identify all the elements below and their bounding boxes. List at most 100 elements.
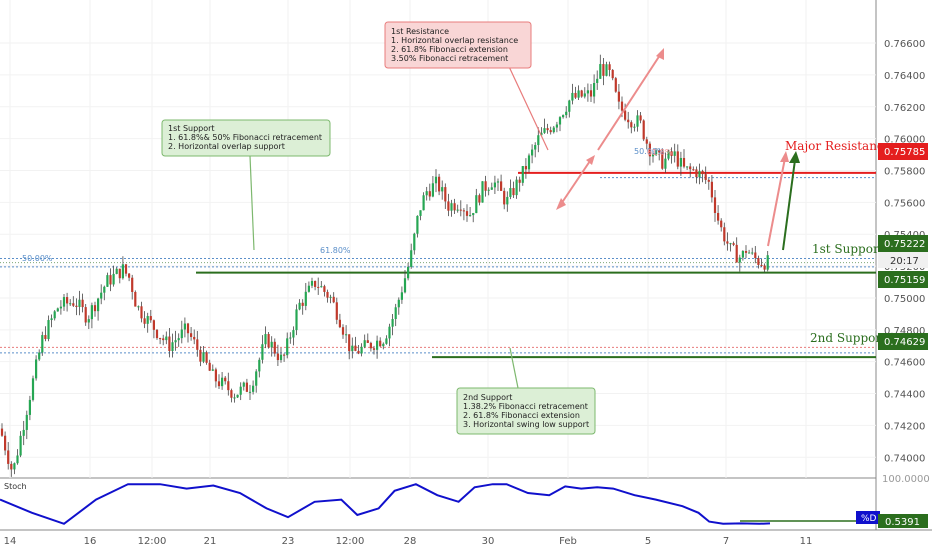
candle-body (540, 132, 543, 136)
resistance1-box (384, 21, 532, 69)
candle-body (233, 397, 236, 399)
resistance1-line1: 1. Horizontal overlap resistance (391, 36, 518, 45)
candle-body (25, 414, 28, 430)
badge-countdown-text: 20:17 (890, 256, 919, 267)
price-tick-label: 0.74400 (884, 390, 925, 401)
price-tick-label: 0.74000 (884, 453, 925, 464)
second-support-label: 2nd Support (810, 331, 886, 345)
candle-body (608, 64, 611, 70)
candle-body (177, 338, 180, 341)
candle-body (645, 139, 648, 144)
candle-body (66, 297, 69, 304)
support1-callout: 1st Support 1. 61.8%& 50% Fibonacci retr… (161, 119, 331, 157)
candle-body (490, 187, 493, 190)
candle-body (171, 342, 174, 352)
candle-body (704, 174, 707, 180)
candle-body (295, 309, 298, 331)
candle-body (248, 391, 252, 393)
candle-body (351, 345, 354, 352)
candle-body (552, 127, 555, 133)
candle-body (478, 195, 481, 203)
candle-body (503, 190, 506, 205)
candle-body (586, 90, 589, 94)
candle-body (217, 381, 221, 387)
time-tick-label: 5 (645, 536, 651, 547)
stoch-series-label: %D (861, 514, 877, 524)
pink-arrow-up (597, 51, 663, 151)
fib-label-d: 61.8% (647, 148, 673, 157)
candle-body (227, 381, 230, 391)
support2-line3: 3. Horizontal swing low support (463, 420, 589, 429)
candle-body (255, 371, 258, 386)
candle-body (521, 166, 524, 183)
candle-body (149, 316, 152, 321)
candle-body (500, 181, 503, 191)
candle-body (568, 100, 571, 112)
candle-body (673, 151, 676, 156)
candle-body (168, 336, 171, 352)
candle-body (335, 302, 338, 320)
analysis-arrows (556, 48, 800, 251)
candle-body (518, 179, 521, 183)
candle-body (419, 210, 422, 216)
price-grid (0, 0, 876, 478)
candle-body (757, 258, 760, 265)
candle-body (558, 117, 562, 125)
candle-body (580, 90, 583, 97)
candle-body (270, 341, 273, 348)
price-tick-label: 0.75800 (884, 166, 925, 177)
candle-body (131, 277, 134, 292)
candle-body (593, 83, 596, 97)
candle-body (7, 450, 10, 464)
price-tick-label: 0.76200 (884, 103, 925, 114)
candle-body (174, 340, 177, 343)
candle-body (382, 343, 385, 347)
candle-body (267, 334, 270, 348)
candle-body (236, 394, 239, 398)
candle-body (422, 195, 425, 211)
price-tick-label: 0.74600 (884, 358, 925, 369)
candle-body (416, 215, 419, 234)
time-tick-label: 12:00 (336, 536, 365, 547)
candle-body (707, 179, 710, 182)
fib-label-b: 61.80% (320, 246, 351, 255)
candle-body (90, 305, 93, 320)
candle-body (723, 227, 726, 242)
candle-body (403, 278, 407, 293)
resistance1-pointer (504, 57, 549, 151)
candle-body (667, 151, 670, 159)
support2-line1: 1.38.2% Fibonacci retracement (463, 402, 588, 411)
candle-body (183, 323, 186, 330)
candle-body (10, 463, 13, 470)
candle-body (245, 382, 248, 392)
badge-second-support: 0.74629 (878, 333, 928, 350)
fib-label-c: 50.00% (634, 147, 665, 156)
green-arrow-head (789, 151, 800, 163)
candle-body (713, 197, 717, 213)
candle-body (103, 286, 106, 293)
stoch-pane: Stoch 100.0000 %D 0.5391 (0, 474, 930, 528)
stoch-axis-top: 100.0000 (882, 474, 930, 485)
candle-body (196, 339, 199, 350)
candle-body (41, 335, 44, 353)
candle-body (310, 280, 314, 286)
candle-body (574, 92, 577, 98)
time-tick-label: 12:00 (138, 536, 167, 547)
candle-body (720, 220, 723, 228)
candle-body (717, 212, 720, 221)
candle-body (109, 275, 112, 285)
candle-body (112, 273, 115, 285)
candle-body (655, 150, 658, 155)
candle-body (345, 334, 348, 336)
time-tick-label: 21 (204, 536, 217, 547)
candle-body (431, 183, 434, 197)
candle-body (75, 305, 78, 307)
badge-first-support: 0.75159 (878, 271, 928, 288)
candle-body (22, 429, 25, 436)
candle-body (47, 320, 50, 340)
pink-arrow-head-2 (586, 155, 595, 165)
badge-current-bg (878, 235, 928, 252)
price-tick-label: 0.76000 (884, 135, 925, 146)
price-ticks: 0.76600 0.76400 0.76200 0.76000 0.75800 0.756… (884, 39, 925, 464)
candle-body (565, 111, 568, 116)
